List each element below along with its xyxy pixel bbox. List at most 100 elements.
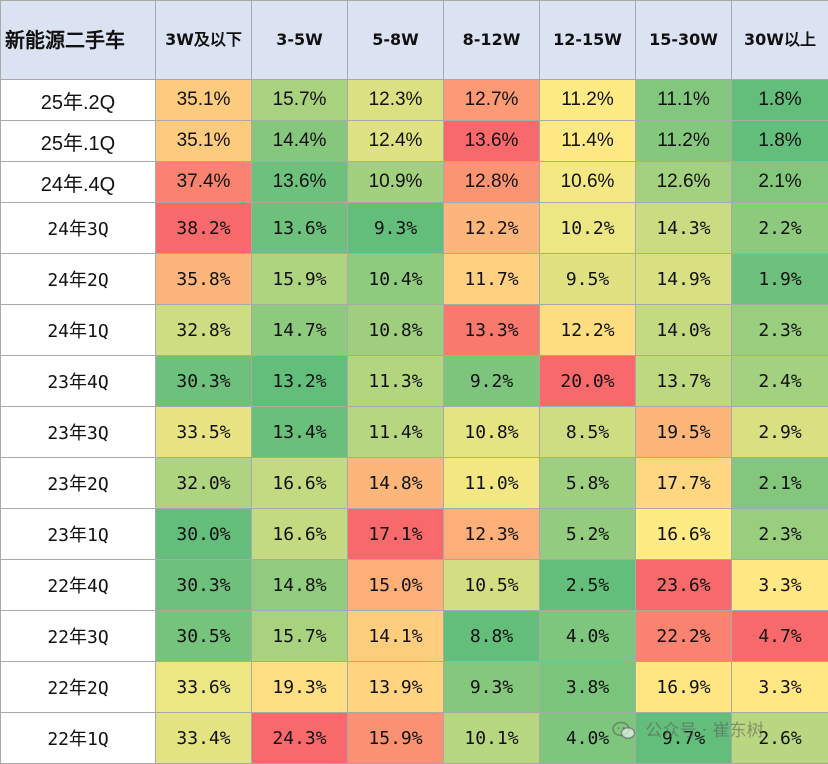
heatmap-cell: 13.6% [251, 202, 348, 254]
heatmap-cell: 15.7% [251, 610, 348, 662]
heatmap-cell: 2.1% [731, 457, 828, 509]
heatmap-cell: 3.3% [731, 559, 828, 611]
heatmap-cell: 15.9% [347, 712, 444, 764]
table-row: 23年2Q 32.0% 16.6% 14.8% 11.0% 5.8% 17.7% 2.1% [0, 457, 828, 509]
heatmap-cell: 2.3% [731, 508, 828, 560]
heatmap-cell: 12.4% [347, 120, 444, 162]
heatmap-cell: 24.3% [251, 712, 348, 764]
heatmap-cell: 11.3% [347, 355, 444, 407]
row-label: 24年.4Q [0, 161, 156, 203]
heatmap-cell: 10.5% [443, 559, 540, 611]
heatmap-cell: 12.2% [443, 202, 540, 254]
table-row: 22年4Q 30.3% 14.8% 15.0% 10.5% 2.5% 23.6% 3.3% [0, 559, 828, 611]
row-label: 25年.1Q [0, 120, 156, 162]
heatmap-cell: 30.0% [155, 508, 252, 560]
heatmap-cell: 13.2% [251, 355, 348, 407]
heatmap-cell: 19.3% [251, 661, 348, 713]
heatmap-cell: 5.2% [539, 508, 636, 560]
heatmap-cell: 10.6% [539, 161, 636, 203]
table-row: 22年2Q 33.6% 19.3% 13.9% 9.3% 3.8% 16.9% 3.3% [0, 661, 828, 713]
heatmap-cell: 15.7% [251, 79, 348, 121]
heatmap-cell: 9.5% [539, 253, 636, 305]
heatmap-cell: 10.8% [347, 304, 444, 356]
heatmap-cell: 15.0% [347, 559, 444, 611]
table-row: 22年1Q 33.4% 24.3% 15.9% 10.1% 4.0% 9.7% 2.6% [0, 712, 828, 764]
heatmap-cell: 22.2% [635, 610, 732, 662]
heatmap-cell: 2.3% [731, 304, 828, 356]
heatmap-cell: 2.9% [731, 406, 828, 458]
heatmap-cell: 35.1% [155, 79, 252, 121]
row-label: 24年3Q [0, 202, 156, 254]
row-label: 22年2Q [0, 661, 156, 713]
heatmap-cell: 1.9% [731, 253, 828, 305]
row-label: 23年1Q [0, 508, 156, 560]
heatmap-cell: 30.5% [155, 610, 252, 662]
heatmap-cell: 11.2% [635, 120, 732, 162]
corner-label: 新能源二手车 [0, 0, 156, 80]
column-header: 12-15W [539, 0, 636, 80]
heatmap-cell: 14.8% [347, 457, 444, 509]
heatmap-cell: 4.0% [539, 610, 636, 662]
heatmap-cell: 12.2% [539, 304, 636, 356]
heatmap-cell: 11.1% [635, 79, 732, 121]
heatmap-cell: 2.4% [731, 355, 828, 407]
table-row: 23年1Q 30.0% 16.6% 17.1% 12.3% 5.2% 16.6% 2.3% [0, 508, 828, 560]
heatmap-cell: 9.7% [635, 712, 732, 764]
heatmap-cell: 9.2% [443, 355, 540, 407]
heatmap-cell: 14.0% [635, 304, 732, 356]
heatmap-cell: 4.0% [539, 712, 636, 764]
heatmap-cell: 8.8% [443, 610, 540, 662]
heatmap-cell: 33.6% [155, 661, 252, 713]
table-row: 25年.1Q 35.1% 14.4% 12.4% 13.6% 11.4% 11.2% 1.8% [0, 120, 828, 162]
heatmap-cell: 1.8% [731, 120, 828, 162]
column-header: 8-12W [443, 0, 540, 80]
table-row: 25年.2Q 35.1% 15.7% 12.3% 12.7% 11.2% 11.1% 1.8% [0, 79, 828, 121]
column-header: 30W以上 [731, 0, 828, 80]
heatmap-cell: 23.6% [635, 559, 732, 611]
heatmap-cell: 12.3% [443, 508, 540, 560]
table-row: 23年3Q 33.5% 13.4% 11.4% 10.8% 8.5% 19.5% 2.9% [0, 406, 828, 458]
heatmap-cell: 10.8% [443, 406, 540, 458]
row-label: 25年.2Q [0, 79, 156, 121]
heatmap-cell: 11.7% [443, 253, 540, 305]
heatmap-cell: 2.6% [731, 712, 828, 764]
heatmap-cell: 2.2% [731, 202, 828, 254]
heatmap-cell: 16.9% [635, 661, 732, 713]
row-label: 23年2Q [0, 457, 156, 509]
heatmap-cell: 2.5% [539, 559, 636, 611]
heatmap-cell: 12.8% [443, 161, 540, 203]
heatmap-cell: 19.5% [635, 406, 732, 458]
heatmap-cell: 8.5% [539, 406, 636, 458]
heatmap-cell: 30.3% [155, 355, 252, 407]
heatmap-cell: 13.6% [251, 161, 348, 203]
table-body: 25年.2Q 35.1% 15.7% 12.3% 12.7% 11.2% 11.1% 1.8%… [0, 79, 828, 764]
heatmap-cell: 3.3% [731, 661, 828, 713]
heatmap-cell: 10.1% [443, 712, 540, 764]
heatmap-cell: 9.3% [443, 661, 540, 713]
table-row: 24年2Q 35.8% 15.9% 10.4% 11.7% 9.5% 14.9% 1.9% [0, 253, 828, 305]
heatmap-cell: 14.1% [347, 610, 444, 662]
row-label: 22年4Q [0, 559, 156, 611]
heatmap-cell: 32.0% [155, 457, 252, 509]
heatmap-cell: 10.4% [347, 253, 444, 305]
heatmap-cell: 14.4% [251, 120, 348, 162]
heatmap-cell: 13.7% [635, 355, 732, 407]
column-header: 15-30W [635, 0, 732, 80]
row-label: 24年1Q [0, 304, 156, 356]
heatmap-cell: 17.1% [347, 508, 444, 560]
heatmap-cell: 4.7% [731, 610, 828, 662]
row-label: 23年3Q [0, 406, 156, 458]
heatmap-cell: 12.6% [635, 161, 732, 203]
row-label: 22年3Q [0, 610, 156, 662]
heatmap-cell: 32.8% [155, 304, 252, 356]
header-row: 新能源二手车 3W及以下 3-5W 5-8W 8-12W 12-15W 15-30W 30W… [0, 0, 828, 80]
column-header: 3W及以下 [155, 0, 252, 80]
heatmap-cell: 14.7% [251, 304, 348, 356]
heatmap-cell: 10.2% [539, 202, 636, 254]
heatmap-cell: 13.9% [347, 661, 444, 713]
heatmap-cell: 1.8% [731, 79, 828, 121]
heatmap-cell: 11.2% [539, 79, 636, 121]
heatmap-cell: 2.1% [731, 161, 828, 203]
heatmap-cell: 20.0% [539, 355, 636, 407]
